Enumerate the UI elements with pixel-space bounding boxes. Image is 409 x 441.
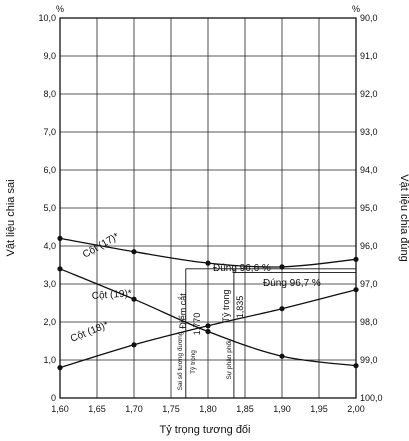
x-tick-label: 2,00 [347, 404, 365, 414]
x-tick-label: 1,65 [88, 404, 106, 414]
annotation-lines [185, 268, 356, 398]
annotation-dung-lower: Đúng 96,7 % [263, 278, 321, 289]
y-right-tick-label: 91,0 [360, 51, 378, 61]
x-tick-label: 1,90 [273, 404, 291, 414]
tick-labels: 1,60 1,65 1,70 1,75 1,80 1,85 1,90 1,95 2,00 0 100… [38, 13, 382, 414]
y-left-tick-label: 0 [51, 393, 56, 403]
x-tick-label: 1,85 [236, 404, 254, 414]
plot-frame [59, 17, 357, 399]
series-17-point [353, 363, 359, 369]
y-right-tick-label: 93,0 [360, 127, 378, 137]
series-19-point [57, 235, 63, 241]
y-left-tick-label: 7,0 [43, 127, 56, 137]
annotation-sai-so: Sai số tương đương [175, 331, 184, 390]
y-left-tick-label: 5,0 [43, 203, 56, 213]
y-right-tick-label: 96,0 [360, 241, 378, 251]
y-left-tick-label: 2,0 [43, 317, 56, 327]
series-18-point [57, 365, 63, 371]
x-tick-label: 1,95 [310, 404, 328, 414]
y-right-tick-label: 90,0 [360, 13, 378, 23]
series-label-18: Cột (18)* [69, 320, 110, 345]
y-left-tick-label: 10,0 [38, 13, 56, 23]
plot-border [59, 17, 357, 399]
series-17-point [131, 296, 137, 302]
left-axis-title: Vật liệu chia sai [5, 179, 17, 256]
series-19-point [353, 256, 359, 262]
y-left-tick-label: 3,0 [43, 279, 56, 289]
series-17-point [279, 353, 285, 359]
y-left-tick-label: 6,0 [43, 165, 56, 175]
annotation-diem-cat: Điểm cắt [178, 293, 188, 329]
right-axis-title: Vật liệu chia đúng [398, 174, 409, 261]
x-tick-label: 1,80 [199, 404, 217, 414]
right-unit-label: % [352, 4, 360, 14]
y-right-tick-label: 97,0 [360, 279, 378, 289]
x-tick-label: 1,70 [125, 404, 143, 414]
series-label-19: Cột (19)* [91, 288, 132, 302]
y-left-tick-label: 4,0 [43, 241, 56, 251]
grid [60, 18, 356, 398]
x-tick-label: 1,75 [162, 404, 180, 414]
annotation-ty-trong-b: Tỷ trọng [190, 350, 197, 374]
series-19-point [205, 260, 211, 266]
series-17-point [205, 328, 211, 335]
y-right-tick-label: 92,0 [360, 89, 378, 99]
annotation-ty-trong-a: Tỷ trọng [221, 289, 231, 322]
series-18-point [131, 342, 137, 348]
y-right-tick-label: 100,0 [360, 393, 383, 403]
annotation-1835: 1,835 [235, 296, 245, 319]
series-19-point [279, 264, 285, 270]
series-17-point [57, 266, 63, 272]
y-left-tick-label: 1,0 [43, 355, 56, 365]
series-18-point [279, 306, 285, 312]
y-left-tick-label: 8,0 [43, 89, 56, 99]
annotation-1770: 1,770 [192, 313, 202, 336]
x-axis-title: Tỷ trọng tương đối [159, 424, 250, 436]
y-right-tick-label: 94,0 [360, 165, 378, 175]
annotation-su-phan-phoi: Sự phân phối [224, 340, 233, 379]
y-left-tick-label: 9,0 [43, 51, 56, 61]
series-18-point [205, 323, 211, 329]
left-unit-label: % [56, 4, 64, 14]
y-right-tick-label: 98,0 [360, 317, 378, 327]
annotation-dung-upper: Đúng 96,6 % [213, 263, 271, 274]
series-layer [57, 235, 359, 371]
series-19-point [131, 249, 137, 255]
y-right-tick-label: 99,0 [360, 355, 378, 365]
y-right-tick-label: 95,0 [360, 203, 378, 213]
x-tick-label: 1,60 [51, 404, 69, 414]
series-18-point [353, 287, 359, 293]
